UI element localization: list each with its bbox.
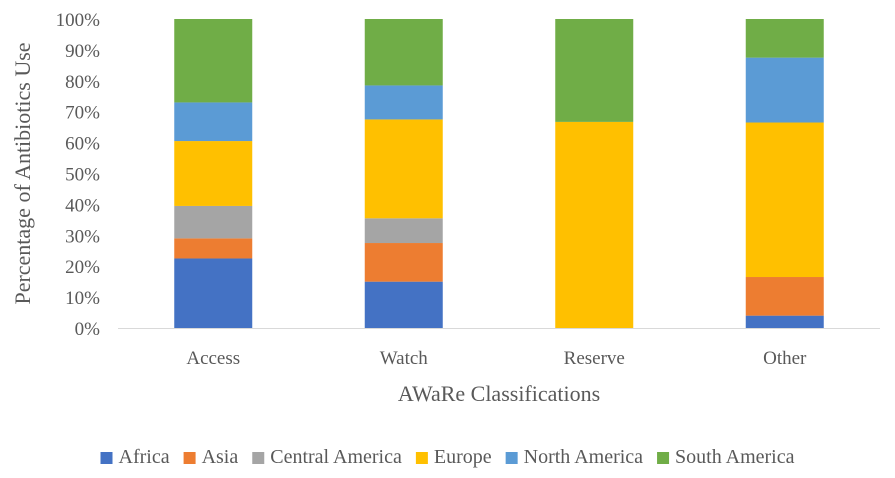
legend: Africa Asia Central America Europe North Ame… — [100, 446, 795, 468]
y-tick-label: 90% — [65, 41, 100, 62]
legend-label: South America — [675, 446, 795, 468]
bar-reserve-europe — [555, 121, 634, 328]
bar-other-africa — [745, 315, 824, 328]
legend-label: Europe — [434, 446, 492, 468]
bar-other-north-america — [745, 57, 824, 123]
legend-swatch — [657, 452, 670, 464]
y-tick-label: 10% — [65, 288, 100, 309]
y-axis-ticks: 0% 10% 20% 30% 40% 50% 60% 70% 80% 90% 100% — [56, 10, 101, 340]
legend-label: Central America — [270, 446, 402, 468]
legend-label: North America — [524, 446, 644, 468]
legend-swatch — [415, 452, 428, 464]
bar-watch-central-america — [364, 218, 443, 244]
y-tick-label: 80% — [65, 72, 100, 93]
legend-item-asia: Asia — [183, 446, 239, 468]
bar-access-central-america — [174, 205, 253, 239]
legend-item-europe: Europe — [415, 446, 492, 468]
legend-swatch — [183, 452, 196, 464]
bar-watch-asia — [364, 243, 443, 282]
bar-access-north-america — [174, 102, 253, 142]
bar-other-europe — [745, 122, 824, 278]
y-tick-label: 60% — [65, 134, 100, 155]
x-tick-label: Reserve — [564, 348, 625, 369]
bar-access-africa — [174, 258, 253, 328]
x-axis-title: AWaRe Classifications — [398, 381, 600, 406]
y-tick-label: 20% — [65, 257, 100, 278]
x-tick-label: Other — [763, 348, 807, 369]
legend-item-south-america: South America — [657, 446, 795, 468]
legend-label: Africa — [119, 446, 170, 468]
bar-watch-north-america — [364, 85, 443, 120]
y-tick-label: 30% — [65, 226, 100, 247]
legend-swatch — [100, 452, 113, 464]
legend-item-north-america: North America — [505, 446, 644, 468]
bar-access-asia — [174, 238, 253, 259]
bar-other-south-america — [745, 19, 824, 58]
bar-watch-africa — [364, 281, 443, 328]
legend-item-central-america: Central America — [252, 446, 402, 468]
bar-other-asia — [745, 277, 824, 316]
bar-access-europe — [174, 141, 253, 206]
y-tick-label: 100% — [56, 10, 101, 31]
bar-watch-europe — [364, 119, 443, 219]
bar-reserve-south-america — [555, 19, 634, 122]
legend-swatch — [252, 452, 265, 464]
legend-item-africa: Africa — [100, 446, 170, 468]
bar-access-south-america — [174, 19, 253, 103]
legend-swatch — [505, 452, 518, 464]
x-axis-ticks: Access Watch Reserve Other — [186, 348, 807, 369]
bar-watch-south-america — [364, 19, 443, 86]
y-tick-label: 40% — [65, 195, 100, 216]
y-axis-title: Percentage of Antibiotics Use — [10, 42, 35, 304]
y-tick-label: 0% — [75, 319, 101, 340]
x-tick-label: Watch — [380, 348, 429, 369]
y-tick-label: 50% — [65, 165, 100, 186]
y-tick-label: 70% — [65, 103, 100, 124]
x-tick-label: Access — [186, 348, 240, 369]
bars — [174, 19, 824, 328]
legend-label: Asia — [202, 446, 239, 468]
